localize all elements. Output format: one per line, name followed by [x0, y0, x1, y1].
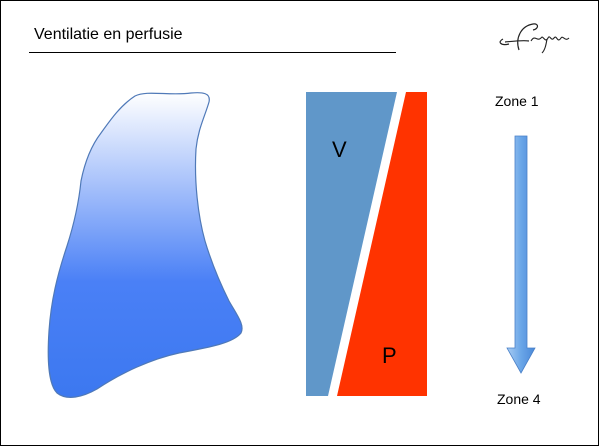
title-underline — [29, 52, 396, 53]
perfusion-wedge — [337, 92, 427, 396]
lung-shape — [47, 92, 243, 398]
perfusion-label: P — [382, 343, 397, 368]
ventilation-wedge — [306, 92, 397, 396]
erasmus-logo-icon — [499, 23, 570, 54]
zone-direction-arrow — [506, 135, 536, 374]
ventilation-label: V — [332, 137, 347, 162]
slide-title: Ventilatie en perfusie — [34, 26, 183, 43]
zone-bottom-label: Zone 4 — [497, 391, 541, 407]
zone-top-label: Zone 1 — [495, 93, 539, 109]
